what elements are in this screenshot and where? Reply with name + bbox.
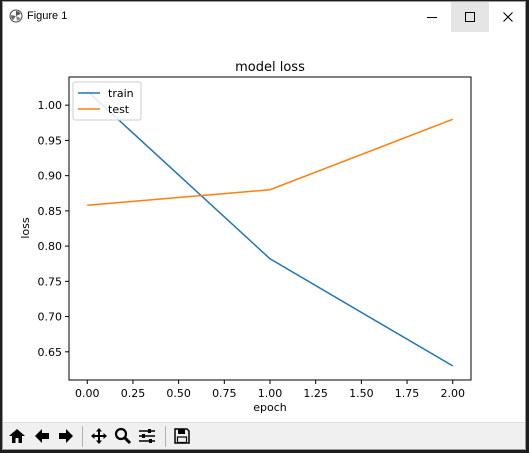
save-button[interactable] xyxy=(171,425,193,447)
zoom-icon xyxy=(114,427,132,445)
minimize-button[interactable] xyxy=(413,2,451,32)
matplotlib-logo-icon xyxy=(9,9,23,23)
forward-button[interactable] xyxy=(55,425,77,447)
x-tick-label: 0.75 xyxy=(212,387,237,400)
y-axis-label: loss xyxy=(19,217,32,239)
legend: train test xyxy=(72,81,142,121)
y-tick-label: 0.65 xyxy=(38,346,63,359)
y-tick-label: 0.70 xyxy=(38,311,63,324)
toolbar-separator xyxy=(82,426,83,447)
zoom-button[interactable] xyxy=(112,425,134,447)
plot-area-frame xyxy=(68,76,472,381)
navigation-toolbar xyxy=(3,422,525,449)
maximize-button[interactable] xyxy=(451,2,489,32)
maximize-icon xyxy=(465,12,475,22)
legend-test-label: test xyxy=(108,103,130,116)
home-icon xyxy=(9,429,25,443)
series-line-test xyxy=(87,118,453,206)
legend-train-label: train xyxy=(108,87,134,100)
y-tick-label: 0.80 xyxy=(38,240,63,253)
x-tick-label: 1.00 xyxy=(258,387,283,400)
x-tick-label: 0.25 xyxy=(121,387,146,400)
back-button[interactable] xyxy=(31,425,53,447)
y-tick-label: 0.95 xyxy=(38,134,63,147)
configure-subplots-icon xyxy=(139,429,155,443)
minimize-icon xyxy=(427,17,437,18)
loss-chart: model loss 0.65 0.70 0.75 0.80 0.85 0.90 0.95 1… xyxy=(19,60,472,414)
x-tick-label: 1.50 xyxy=(349,387,374,400)
x-axis-label: epoch xyxy=(253,401,287,414)
save-icon xyxy=(174,428,190,444)
back-icon xyxy=(35,429,49,443)
toolbar-separator xyxy=(165,426,166,447)
close-icon xyxy=(503,12,513,22)
forward-icon xyxy=(59,429,73,443)
x-tick-label: 2.00 xyxy=(440,387,465,400)
x-tick-label: 1.25 xyxy=(303,387,328,400)
x-tick-label: 0.00 xyxy=(75,387,100,400)
y-tick-label: 0.90 xyxy=(38,170,63,183)
window-title: Figure 1 xyxy=(27,10,68,22)
home-button[interactable] xyxy=(6,425,28,447)
legend-box xyxy=(72,81,142,121)
x-tick-label: 1.75 xyxy=(395,387,420,400)
y-tick-label: 0.85 xyxy=(38,205,63,218)
figure-canvas[interactable]: model loss 0.65 0.70 0.75 0.80 0.85 0.90 0.95 1… xyxy=(3,32,525,422)
pan-button[interactable] xyxy=(88,425,110,447)
y-tick-label: 0.75 xyxy=(38,275,63,288)
configure-subplots-button[interactable] xyxy=(136,425,158,447)
close-button[interactable] xyxy=(489,2,525,32)
chart-title: model loss xyxy=(235,60,305,75)
title-bar[interactable]: Figure 1 xyxy=(3,2,525,32)
y-tick-label: 1.00 xyxy=(38,99,63,112)
pan-icon xyxy=(91,428,107,444)
series-line-train xyxy=(86,90,454,367)
x-tick-label: 0.50 xyxy=(166,387,191,400)
